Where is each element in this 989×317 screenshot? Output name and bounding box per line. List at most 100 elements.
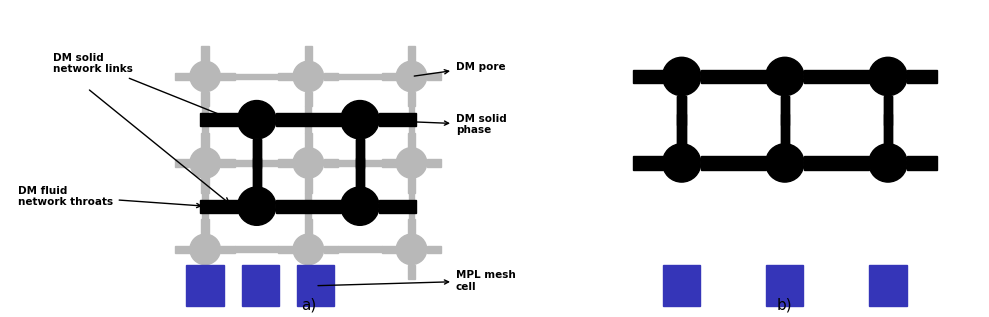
Text: MPL mesh
cell: MPL mesh cell — [318, 270, 515, 292]
Bar — [407, 47, 415, 61]
Bar — [202, 133, 209, 148]
Bar — [175, 159, 190, 167]
Bar — [633, 156, 663, 170]
Bar — [382, 159, 397, 167]
Bar — [200, 113, 237, 126]
Bar — [766, 265, 803, 306]
Bar — [297, 265, 334, 306]
Bar — [663, 265, 700, 306]
Circle shape — [397, 234, 426, 265]
Bar — [677, 96, 685, 144]
Bar — [305, 265, 312, 279]
Circle shape — [341, 100, 379, 139]
Bar — [235, 160, 278, 166]
Text: DM pore: DM pore — [414, 61, 505, 76]
Bar — [884, 114, 892, 144]
Circle shape — [341, 187, 379, 225]
Bar — [200, 199, 237, 213]
Bar — [408, 107, 414, 133]
Bar — [407, 92, 415, 107]
Bar — [202, 92, 209, 107]
Bar — [323, 73, 338, 80]
Bar — [276, 113, 341, 126]
Bar — [701, 156, 765, 170]
Circle shape — [293, 234, 323, 265]
Circle shape — [663, 144, 701, 182]
Text: DM solid
network links: DM solid network links — [52, 53, 228, 119]
Circle shape — [765, 57, 804, 96]
Bar — [426, 159, 441, 167]
Bar — [305, 133, 312, 148]
Bar — [305, 47, 312, 61]
Circle shape — [190, 234, 221, 265]
Bar — [202, 265, 209, 279]
Bar — [338, 74, 382, 80]
Bar — [252, 158, 261, 187]
Bar — [221, 73, 235, 80]
Bar — [175, 73, 190, 80]
Circle shape — [293, 148, 323, 178]
Bar — [407, 178, 415, 193]
Bar — [252, 139, 261, 168]
Bar — [202, 47, 209, 61]
Circle shape — [190, 148, 221, 178]
Bar — [701, 70, 765, 83]
Bar — [278, 73, 293, 80]
Bar — [338, 246, 382, 252]
Bar — [252, 139, 261, 187]
Bar — [407, 219, 415, 234]
Bar — [907, 156, 937, 170]
Bar — [780, 114, 789, 144]
Bar — [907, 70, 937, 83]
Bar — [276, 199, 341, 213]
Bar — [202, 193, 208, 219]
Bar — [306, 193, 312, 219]
Text: DM solid
phase: DM solid phase — [363, 114, 506, 135]
Bar — [305, 92, 312, 107]
Bar — [241, 265, 279, 306]
Circle shape — [397, 148, 426, 178]
Circle shape — [190, 61, 221, 92]
Bar — [780, 96, 789, 125]
Bar — [356, 158, 364, 187]
Bar — [869, 265, 907, 306]
Text: b): b) — [777, 297, 792, 312]
Bar — [633, 70, 663, 83]
Bar — [338, 160, 382, 166]
Circle shape — [397, 61, 426, 92]
Text: a): a) — [301, 297, 315, 312]
Circle shape — [237, 100, 276, 139]
Bar — [305, 219, 312, 234]
Bar — [323, 246, 338, 253]
Circle shape — [868, 144, 907, 182]
Bar — [278, 159, 293, 167]
Bar — [202, 178, 209, 193]
Bar — [235, 74, 278, 80]
Bar — [804, 70, 868, 83]
Bar — [323, 159, 338, 167]
Bar — [379, 113, 416, 126]
Circle shape — [293, 61, 323, 92]
Bar — [379, 199, 416, 213]
Bar — [407, 133, 415, 148]
Bar — [804, 156, 868, 170]
Bar — [780, 96, 789, 144]
Bar — [426, 73, 441, 80]
Circle shape — [237, 187, 276, 225]
Bar — [356, 139, 364, 187]
Bar — [306, 107, 312, 133]
Bar — [305, 178, 312, 193]
Bar — [382, 246, 397, 253]
Text: DM fluid
network throats: DM fluid network throats — [19, 185, 201, 208]
Bar — [382, 73, 397, 80]
Bar — [884, 96, 892, 144]
Circle shape — [663, 57, 701, 96]
Bar — [356, 139, 364, 168]
Bar — [677, 96, 685, 125]
Bar — [202, 219, 209, 234]
Circle shape — [765, 144, 804, 182]
Bar — [408, 193, 414, 219]
Bar — [221, 159, 235, 167]
Bar — [202, 107, 208, 133]
Bar — [426, 246, 441, 253]
